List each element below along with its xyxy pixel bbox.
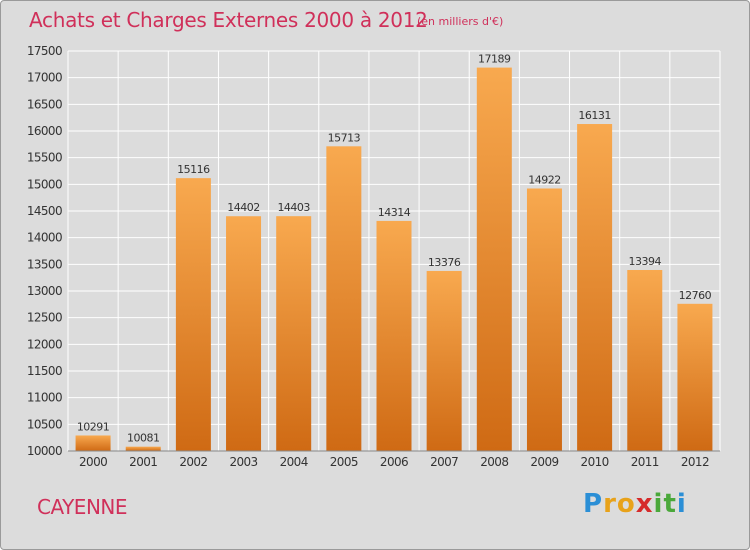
x-tick-label: 2001: [129, 455, 157, 469]
bar: [376, 220, 412, 451]
y-tick-label: 11000: [27, 391, 62, 405]
proxiti-logo: Proxiti: [583, 489, 687, 519]
data-label: 14922: [528, 173, 561, 186]
y-tick-label: 16500: [27, 97, 62, 111]
y-tick-label: 10500: [27, 417, 62, 431]
x-tick-label: 2005: [330, 455, 358, 469]
y-tick-label: 17000: [27, 71, 62, 85]
data-label: 10291: [77, 420, 110, 433]
bar: [326, 146, 362, 451]
x-tick-label: 2000: [79, 455, 107, 469]
y-tick-label: 16000: [27, 124, 62, 138]
x-tick-label: 2003: [229, 455, 257, 469]
logo-letter: i: [676, 489, 687, 519]
y-tick-label: 17500: [27, 44, 62, 58]
data-label: 14314: [378, 206, 411, 219]
bar: [276, 216, 312, 451]
bar: [577, 124, 613, 451]
y-tick-label: 13000: [27, 284, 62, 298]
y-tick-label: 11500: [27, 364, 62, 378]
data-label: 16131: [578, 109, 611, 122]
x-tick-label: 2007: [430, 455, 458, 469]
bar: [75, 435, 111, 451]
x-tick-label: 2002: [179, 455, 207, 469]
logo-letter: o: [616, 489, 636, 519]
logo-letter: i: [653, 489, 664, 519]
y-tick-label: 12500: [27, 311, 62, 325]
data-label: 13376: [428, 256, 461, 269]
bar: [125, 446, 161, 451]
logo-letter: t: [663, 489, 677, 519]
bar: [526, 188, 562, 451]
x-tick-label: 2006: [380, 455, 408, 469]
y-tick-label: 12000: [27, 337, 62, 351]
logo-letter: x: [635, 489, 654, 519]
bar: [226, 216, 262, 451]
data-label: 12760: [679, 289, 712, 302]
y-tick-label: 13500: [27, 257, 62, 271]
y-tick-label: 15000: [27, 177, 62, 191]
x-tick-label: 2010: [581, 455, 609, 469]
x-tick-label: 2011: [631, 455, 659, 469]
data-label: 10081: [127, 432, 160, 445]
x-tick-label: 2008: [480, 455, 508, 469]
chart-unit: (en milliers d'€): [417, 15, 504, 28]
data-label: 15713: [328, 131, 361, 144]
chart-title: Achats et Charges Externes 2000 à 2012: [29, 8, 428, 32]
data-label: 14402: [227, 201, 260, 214]
logo-letter: P: [583, 489, 604, 519]
data-label: 17189: [478, 53, 511, 66]
data-label: 14403: [277, 201, 310, 214]
y-tick-label: 14500: [27, 204, 62, 218]
y-tick-label: 10000: [27, 444, 62, 458]
logo-letter: r: [603, 489, 617, 519]
y-tick-label: 15500: [27, 151, 62, 165]
bar: [677, 303, 713, 451]
data-label: 15116: [177, 163, 210, 176]
bar: [476, 67, 512, 451]
city-name: CAYENNE: [37, 495, 128, 519]
bar: [627, 269, 663, 451]
data-label: 13394: [629, 255, 662, 268]
x-tick-label: 2009: [530, 455, 558, 469]
y-tick-label: 14000: [27, 231, 62, 245]
x-tick-label: 2012: [681, 455, 709, 469]
bar: [175, 178, 211, 451]
bar: [426, 270, 462, 451]
x-tick-label: 2004: [280, 455, 308, 469]
